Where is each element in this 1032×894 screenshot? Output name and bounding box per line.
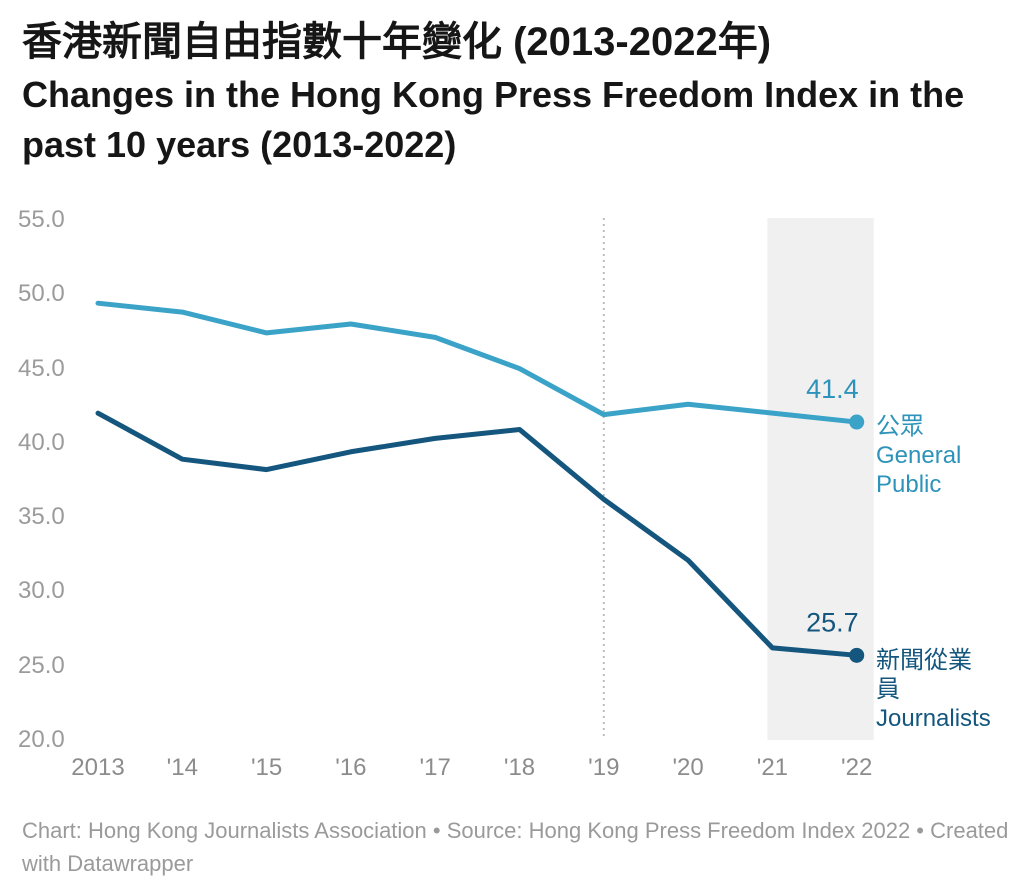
y-tick-label: 50.0 (18, 280, 65, 308)
y-tick-label: 40.0 (18, 428, 65, 456)
x-tick-label: '20 (672, 754, 704, 781)
x-tick-label: '21 (756, 754, 789, 781)
y-tick-label: 25.0 (18, 651, 65, 679)
x-tick-label: '16 (335, 754, 367, 781)
x-tick-label: '15 (250, 754, 283, 781)
x-tick-label: '19 (588, 754, 620, 781)
legend-general-public: 公眾 General Public (876, 413, 962, 498)
chart-title-block: 香港新聞自由指數十年變化 (2013-2022年) Changes in the… (22, 16, 1017, 169)
series-end-dot-general-public[interactable] (849, 414, 865, 430)
series-line-journalists[interactable] (95, 410, 860, 658)
chart-title-zh: 香港新聞自由指數十年變化 (2013-2022年) (22, 20, 772, 64)
legend-journalists: 新聞從業員 Journalists (876, 647, 991, 732)
series-line-general-public[interactable] (95, 300, 860, 425)
x-tick-label: '14 (166, 754, 198, 781)
x-tick-label: '22 (841, 754, 873, 781)
series-value-label-general-public: 41.4 (806, 374, 859, 404)
y-tick-label: 55.0 (18, 206, 65, 233)
x-tick-label: '17 (419, 754, 451, 781)
chart-title-en: Changes in the Hong Kong Press Freedom I… (22, 74, 965, 165)
chart-footer-attribution: Chart: Hong Kong Journalists Association… (22, 818, 1009, 876)
x-tick-label: '18 (503, 754, 536, 781)
y-tick-label: 30.0 (18, 577, 65, 605)
y-tick-label: 20.0 (18, 726, 65, 753)
y-tick-label: 35.0 (18, 503, 65, 531)
series-value-label-journalists: 25.7 (806, 607, 859, 637)
y-tick-label: 45.0 (18, 354, 65, 382)
x-tick-label: 2013 (71, 754, 125, 781)
series-end-dot-journalists[interactable] (849, 647, 865, 663)
